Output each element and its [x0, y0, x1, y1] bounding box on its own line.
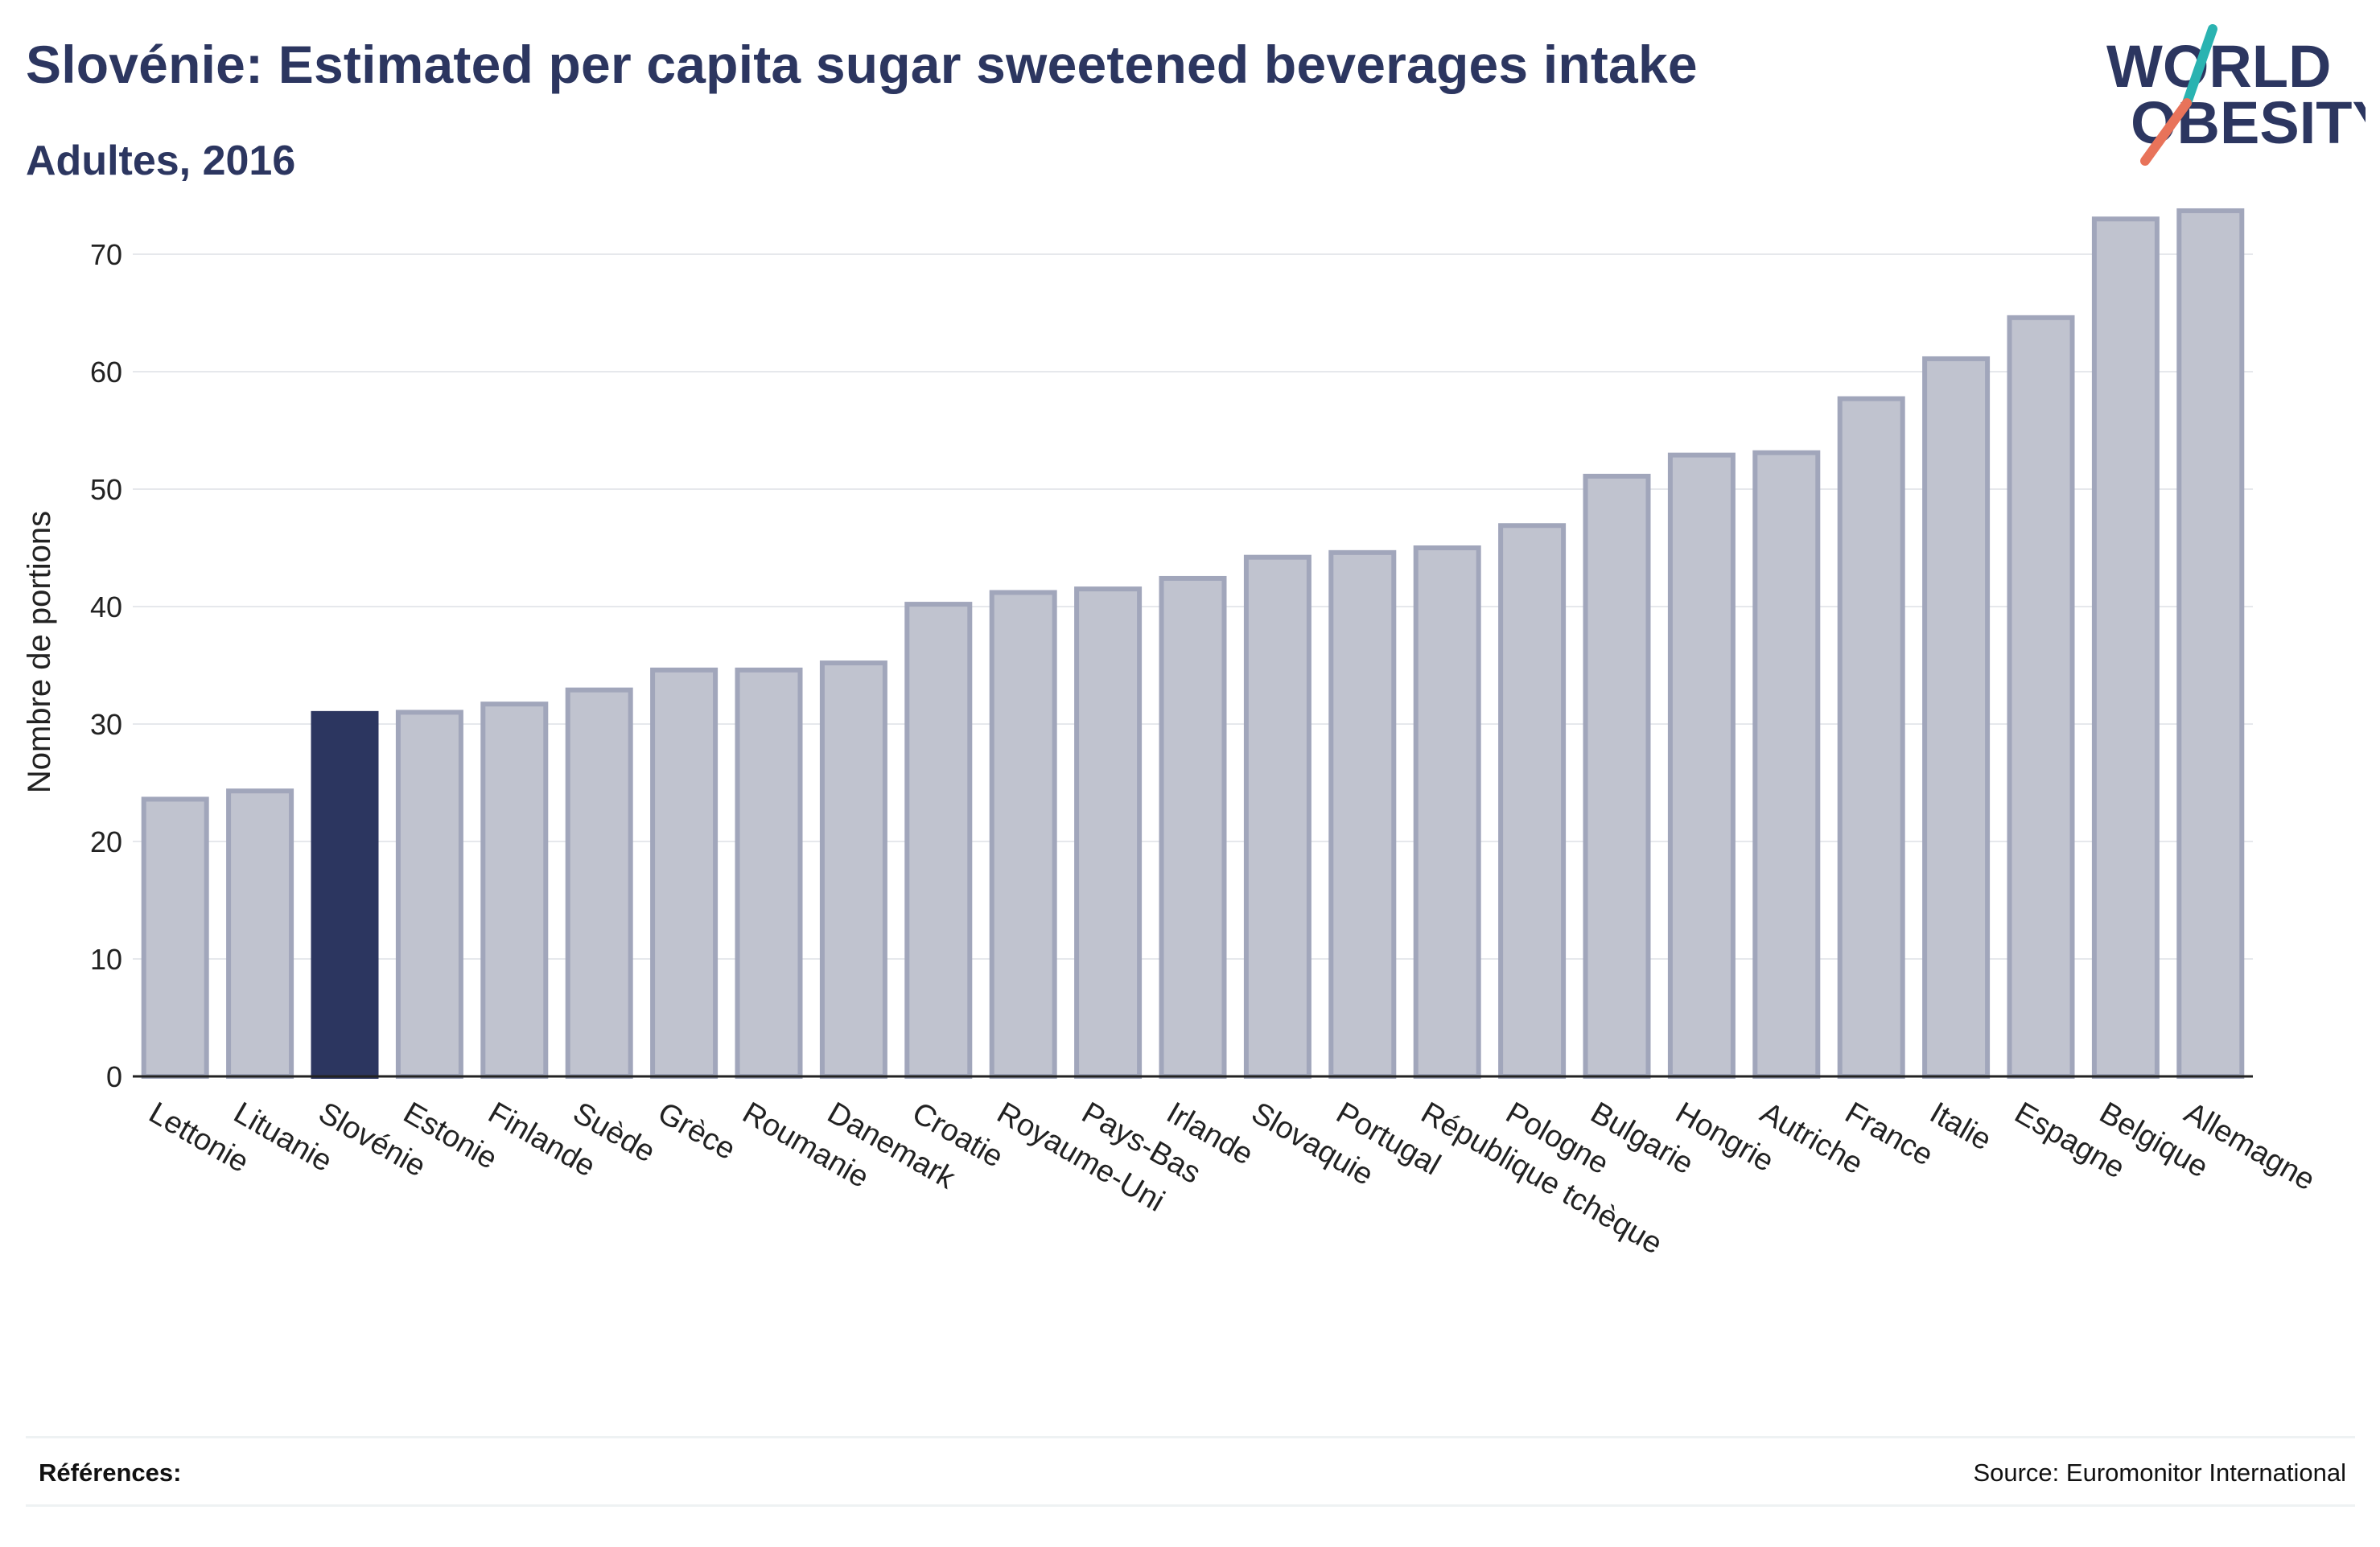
chart-title: Slovénie: Estimated per capita sugar swe… [26, 35, 1698, 94]
logo-slash-teal [2182, 24, 2217, 108]
bar [1583, 473, 1651, 1079]
bar [480, 701, 549, 1079]
y-tick-label: 70 [90, 238, 122, 271]
bar [565, 687, 633, 1079]
bar-chart: 0 10 20 30 40 50 60 70 LettonieLituanieSlovénie… [22, 208, 2320, 1261]
bar [226, 788, 294, 1079]
bar [2091, 216, 2160, 1080]
bars [141, 208, 2245, 1080]
y-axis-label: Nombre de portions [22, 511, 57, 793]
bar [1159, 575, 1227, 1079]
bar [395, 710, 463, 1080]
bar [1074, 586, 1143, 1079]
y-tick-label: 50 [90, 473, 122, 506]
bar [2176, 208, 2245, 1080]
bar [1498, 523, 1567, 1079]
footer-divider-bottom [26, 1504, 2355, 1507]
bar [1413, 545, 1481, 1079]
bar [2007, 315, 2075, 1079]
bar [989, 590, 1057, 1079]
bar [1752, 450, 1821, 1079]
bar [1243, 554, 1311, 1079]
bar [735, 667, 803, 1080]
y-tick-label: 10 [90, 943, 122, 976]
bar [650, 667, 719, 1080]
bar [1667, 452, 1736, 1079]
logo-slash-coral [2140, 98, 2192, 166]
y-tick-label: 60 [90, 356, 122, 389]
y-axis-ticks: 0 10 20 30 40 50 60 70 [90, 238, 122, 1093]
bar [904, 602, 973, 1079]
logo-line1: WORLD [2106, 33, 2332, 100]
bar [1837, 396, 1905, 1079]
bar [819, 660, 887, 1079]
y-tick-label: 40 [90, 590, 122, 623]
y-tick-label: 0 [106, 1060, 122, 1093]
x-tick-label: Grèce [652, 1096, 741, 1166]
world-obesity-logo: WORLD OBESITY [2106, 24, 2366, 166]
bar-highlighted [311, 710, 379, 1079]
bar [1328, 549, 1397, 1079]
bar [1922, 356, 1991, 1079]
x-axis-labels: LettonieLituanieSlovénieEstonieFinlandeS… [143, 1096, 2320, 1261]
chart-subtitle: Adultes, 2016 [26, 138, 296, 184]
source-note: Source: Euromonitor International [1973, 1459, 2346, 1487]
y-tick-label: 20 [90, 825, 122, 858]
y-tick-label: 30 [90, 708, 122, 741]
references-label: Références: [39, 1459, 182, 1487]
footer-divider-top [26, 1436, 2355, 1438]
bar [141, 796, 209, 1079]
